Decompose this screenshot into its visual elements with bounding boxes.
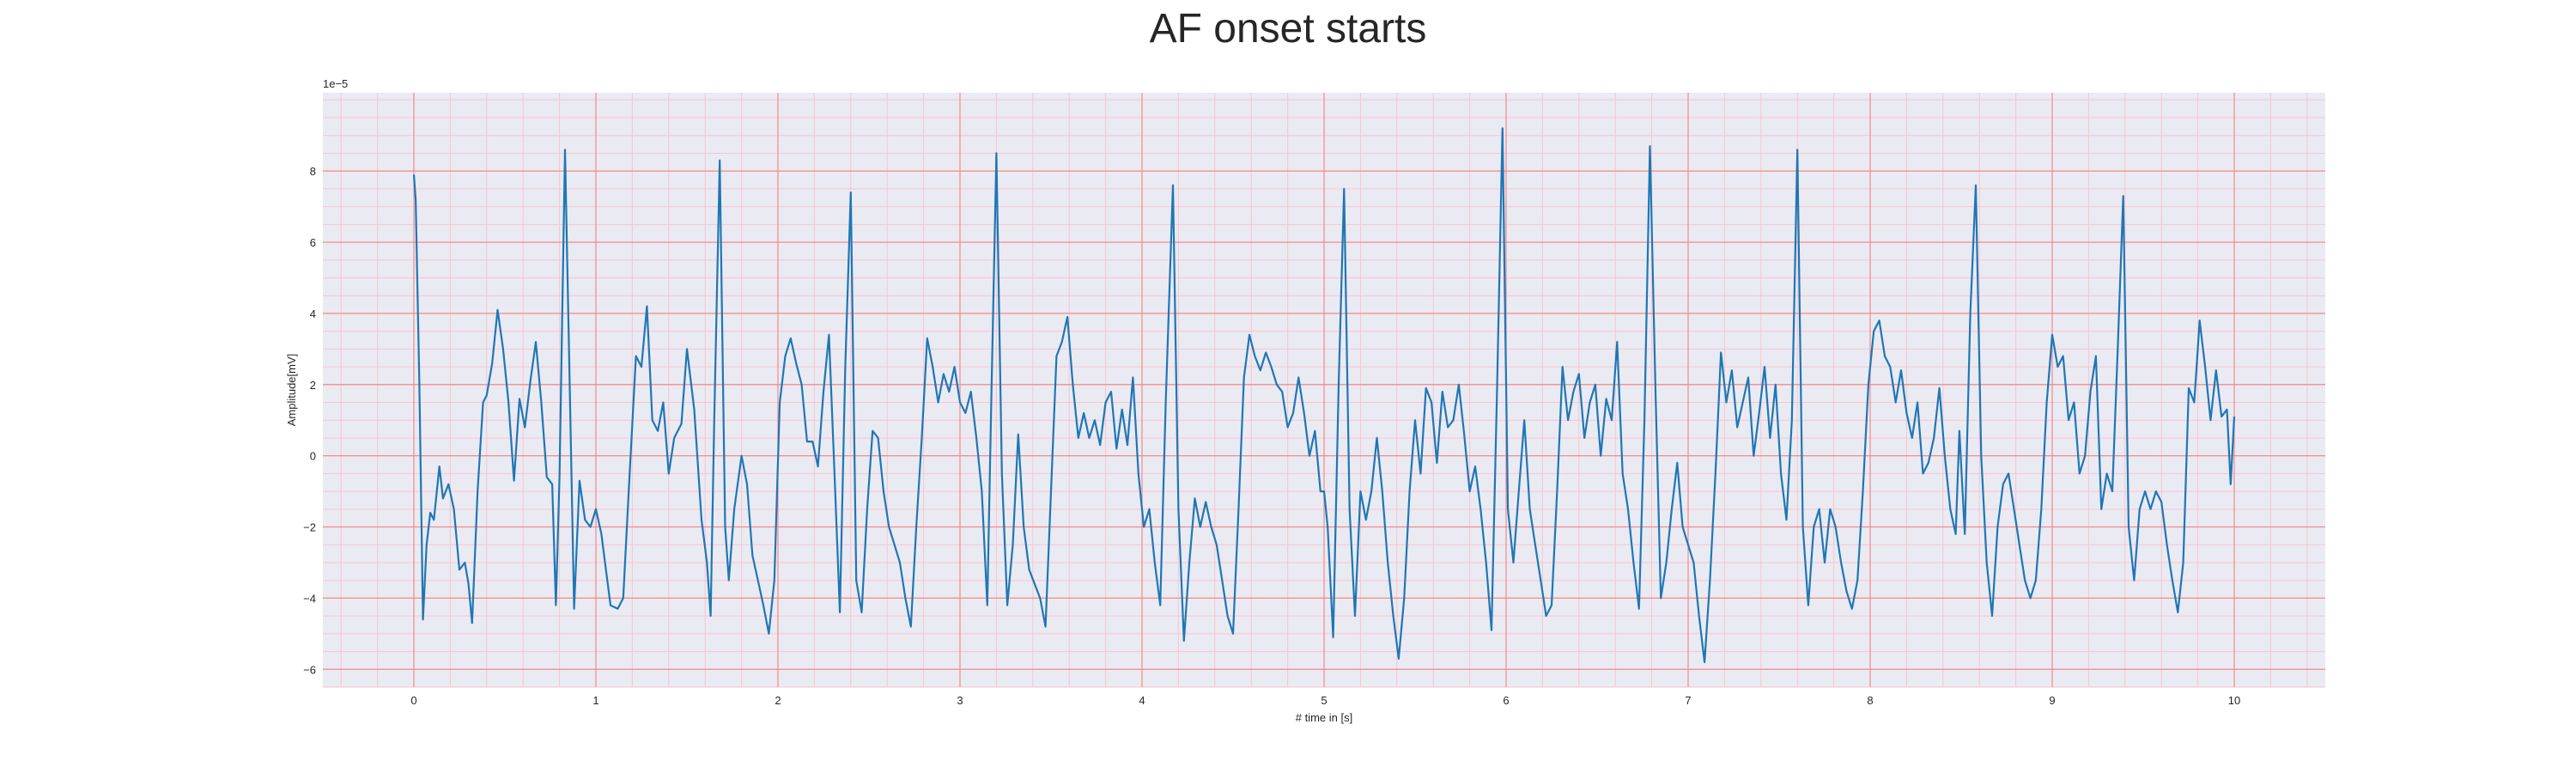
y-tick-label: −2	[303, 521, 316, 534]
x-tick-label: 7	[1685, 694, 1691, 707]
x-tick-label: 3	[957, 694, 963, 707]
y-tick-labels: −6 −4 −2 0 2 4 6 8	[303, 165, 316, 676]
x-tick-label: 4	[1139, 694, 1145, 707]
y-axis-label: Amplitude[mV]	[285, 354, 298, 427]
y-tick-label: −4	[303, 592, 316, 605]
y-tick-label: 8	[310, 165, 316, 178]
x-tick-label: 0	[410, 694, 416, 707]
x-tick-label: 8	[1867, 694, 1873, 707]
series-line	[412, 127, 2236, 664]
y-tick-label: 4	[310, 307, 316, 320]
y-tick-label: 2	[310, 379, 316, 392]
x-tick-labels: 0 1 2 3 4 5 6 7 8 9 10	[410, 694, 2240, 707]
x-tick-label: 10	[2228, 694, 2240, 707]
y-offset-label: 1e−5	[323, 77, 348, 90]
chart-title: AF onset starts	[1149, 6, 1427, 52]
x-tick-label: 5	[1321, 694, 1327, 707]
x-tick-label: 9	[2049, 694, 2055, 707]
x-tick-label: 2	[775, 694, 781, 707]
x-axis-label: # time in [s]	[1296, 711, 1352, 724]
y-tick-label: 0	[310, 450, 316, 463]
x-tick-label: 6	[1503, 694, 1509, 707]
major-grid	[323, 93, 2325, 687]
y-tick-label: −6	[303, 663, 316, 676]
y-tick-label: 6	[310, 236, 316, 249]
x-tick-label: 1	[592, 694, 598, 707]
